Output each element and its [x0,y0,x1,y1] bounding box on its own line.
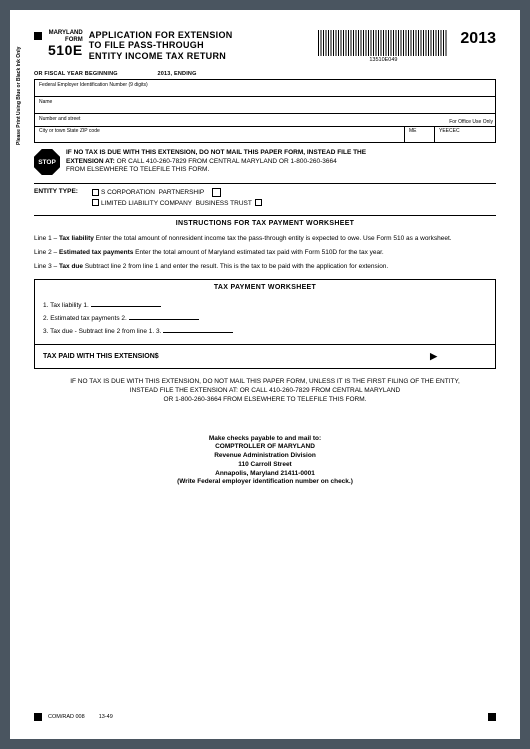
opt-s-corp: S CORPORATION [101,189,155,196]
instructions-heading: INSTRUCTIONS FOR TAX PAYMENT WORKSHEET [34,220,496,227]
barcode [318,30,448,56]
footer-rev: 13-49 [99,714,113,720]
vertical-instruction: Please Print Using Blue or Black Ink Onl… [16,47,22,145]
tax-year: 2013 [460,30,496,48]
ws-row-2: 2. Estimated tax payments 2. [43,312,487,325]
ws-row-3: 3. Tax due - Subtract line 2 from line 1… [43,325,487,338]
fy-prefix: OR FISCAL YEAR BEGINNING [34,71,118,77]
stop-line-1c: OR CALL 410-260-7829 FROM CENTRAL MARYLA… [115,158,337,165]
city-me-row: City or town State ZIP code ME YEECEC [35,126,495,142]
tax-paid-row: TAX PAID WITH THIS EXTENSION$ ▶ [34,345,496,369]
tax-paid-label: TAX PAID WITH THIS EXTENSION$ [43,353,159,360]
title-line-3: ENTITY INCOME TAX RETURN [89,51,233,61]
entity-options: S CORPORATION PARTNERSHIP LIMITED LIABIL… [92,188,264,209]
mail-l4: 110 Carroll Street [34,461,496,470]
ws-r2-label: 2. Estimated tax payments 2. [43,315,127,322]
taxpayer-info-box: Federal Employer Identification Number (… [34,79,496,143]
ws-r1-label: 1. Tax liability 1. [43,302,89,309]
l2-prefix: Line 2 – [34,249,59,256]
title-line-1: APPLICATION FOR EXTENSION [89,30,233,40]
opt-trust: BUSINESS TRUST [196,200,252,207]
marker-square [34,32,42,40]
form-page: Please Print Using Blue or Black Ink Onl… [10,10,520,739]
l1-prefix: Line 1 – [34,235,59,242]
stop-line-2: FROM ELSEWHERE TO TELEFILE THIS FORM. [66,166,209,173]
l3-text: Subtract line 2 from line 1 and enter th… [83,263,388,270]
entity-type-row: ENTITY TYPE: S CORPORATION PARTNERSHIP L… [34,188,496,209]
ws-row-1: 1. Tax liability 1. [43,299,487,312]
opt-partnership: PARTNERSHIP [159,189,205,196]
fein-field[interactable]: Federal Employer Identification Number (… [35,80,495,97]
checkbox-s-corp[interactable] [92,189,99,196]
mail-l1: Make checks payable to and mail to: [34,435,496,444]
divider-2 [34,215,496,216]
name-field[interactable]: Name [35,97,495,114]
mail-l3: Revenue Administration Division [34,452,496,461]
l3-prefix: Line 3 – [34,263,59,270]
form-id-block: MARYLAND FORM 510E [48,30,83,59]
mail-l2: COMPTROLLER OF MARYLAND [34,443,496,452]
mail-l6: (Write Federal employer identification n… [34,478,496,487]
entity-type-label: ENTITY TYPE: [34,188,78,195]
me-field[interactable]: ME [405,126,435,142]
footer-square-right [488,713,496,721]
l3-bold: Tax due [59,263,83,270]
fiscal-year-line: OR FISCAL YEAR BEGINNING 2013, ENDING [34,71,496,77]
ws-r3-blank[interactable] [163,332,233,333]
barcode-text: 13510E049 [318,57,448,63]
barcode-block: 13510E049 [318,30,448,63]
fy-middle: 2013, ENDING [158,71,197,77]
ws-r2-blank[interactable] [129,319,199,320]
stop-icon: STOP [34,149,60,175]
mailing-address: Make checks payable to and mail to: COMP… [34,435,496,488]
checkbox-partnership[interactable] [212,188,221,197]
worksheet-heading: TAX PAYMENT WORKSHEET [35,280,495,295]
l2-text: Enter the total amount of Maryland estim… [133,249,383,256]
mail-l5: Annapolis, Maryland 21411-0001 [34,470,496,479]
instruction-line-1: Line 1 – Tax liability Enter the total a… [34,235,496,244]
worksheet-body: 1. Tax liability 1. 2. Estimated tax pay… [35,295,495,344]
opt-llc: LIMITED LIABILITY COMPANY [101,200,192,207]
checkbox-llc[interactable] [92,199,99,206]
footer-code: COM/RAD 008 [48,714,85,720]
tax-worksheet: TAX PAYMENT WORKSHEET 1. Tax liability 1… [34,279,496,345]
l1-bold: Tax liability [59,235,94,242]
l1-text: Enter the total amount of nonresident in… [94,235,452,242]
footer-square-left [34,713,42,721]
yeecec-field[interactable]: YEECEC [435,126,495,142]
notice-l1: IF NO TAX IS DUE WITH THIS EXTENSION, DO… [34,377,496,386]
notice-l2: INSTEAD FILE THE EXTENSION AT: OR CALL 4… [34,386,496,395]
street-field[interactable]: Number and street [35,114,495,127]
stop-line-1a: IF NO TAX IS DUE WITH THIS EXTENSION, DO… [66,149,366,156]
arrow-icon: ▶ [430,351,437,362]
title-line-2: TO FILE PASS-THROUGH [89,40,233,50]
notice-l3: OR 1-800-260-3664 FROM ELSEWHERE TO TELE… [34,395,496,404]
form-number: 510E [48,43,83,58]
l2-bold: Estimated tax payments [59,249,133,256]
divider [34,183,496,184]
ws-r3-label: 3. Tax due - Subtract line 2 from line 1… [43,328,161,335]
instruction-line-2: Line 2 – Estimated tax payments Enter th… [34,249,496,258]
state-label: MARYLAND [48,30,83,37]
form-title: APPLICATION FOR EXTENSION TO FILE PASS-T… [89,30,233,61]
footer: COM/RAD 008 13-49 [34,713,496,721]
header: MARYLAND FORM 510E APPLICATION FOR EXTEN… [34,30,496,63]
street-label: Number and street [39,116,80,122]
bottom-notice: IF NO TAX IS DUE WITH THIS EXTENSION, DO… [34,377,496,404]
stop-text: IF NO TAX IS DUE WITH THIS EXTENSION, DO… [66,149,366,174]
stop-notice: STOP IF NO TAX IS DUE WITH THIS EXTENSIO… [34,149,496,175]
instruction-line-3: Line 3 – Tax due Subtract line 2 from li… [34,263,496,272]
ws-r1-blank[interactable] [91,306,161,307]
city-field[interactable]: City or town State ZIP code [35,126,405,142]
stop-line-1b: EXTENSION AT: [66,158,115,165]
checkbox-trust[interactable] [255,199,262,206]
